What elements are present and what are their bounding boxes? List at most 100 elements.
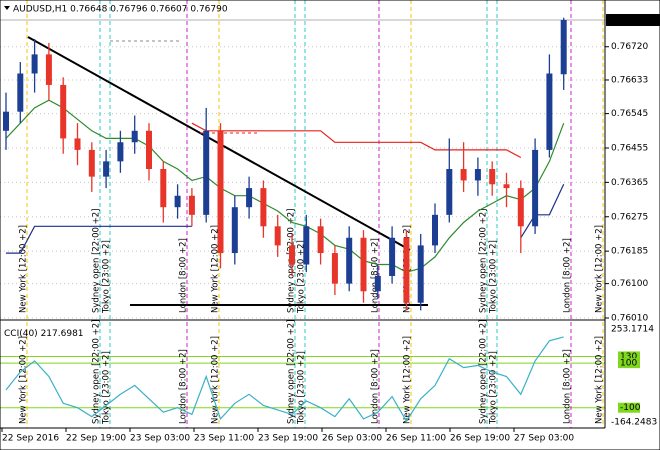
chart-title: AUDUSD,H1 0.76648 0.76796 0.76607 0.7679… bbox=[13, 5, 228, 15]
axes: 0.76720 0.76633 0.76545 0.76455 0.76365 0.762… bbox=[1, 14, 660, 444]
x-tick-label: 22 Sep 2016 bbox=[2, 434, 59, 444]
session-label: London [8:00 +2] bbox=[179, 238, 189, 313]
candle-body bbox=[503, 184, 510, 189]
candle-body bbox=[260, 188, 267, 227]
overlay-line bbox=[191, 122, 522, 159]
candle-body bbox=[146, 130, 152, 169]
candle-body bbox=[17, 73, 24, 112]
y-tick-label: 0.76455 bbox=[611, 143, 648, 153]
candle-body bbox=[317, 226, 324, 254]
session-label: Sydney open [22:00 +2] bbox=[479, 209, 489, 313]
indicator-name: CCI(40) bbox=[4, 329, 38, 339]
session-label: Sydney open [22:00 +2] bbox=[287, 320, 297, 424]
session-label: Tokyo [23:00 +2] bbox=[489, 351, 499, 425]
indicator-title: CCI(40) 217.6981 bbox=[4, 329, 84, 339]
session-label: New York [12:00 +2] bbox=[19, 336, 29, 424]
y-tick-label: 253.1714 bbox=[611, 324, 654, 334]
candle-body bbox=[331, 253, 338, 284]
y-tick-label: 0.76545 bbox=[611, 109, 648, 119]
candle-body bbox=[432, 214, 438, 246]
candle-body bbox=[474, 169, 481, 181]
candle-body bbox=[532, 149, 539, 227]
y-tick-label: 0.76365 bbox=[611, 178, 648, 188]
candle-body bbox=[560, 20, 567, 75]
session-label: New York [12:00 +2] bbox=[595, 336, 605, 424]
overlay-line bbox=[6, 225, 192, 254]
candle-body bbox=[188, 195, 195, 215]
session-label: Tokyo [23:00 +2] bbox=[297, 351, 307, 425]
x-tick-label: 22 Sep 19:00 bbox=[66, 434, 126, 444]
candle-body bbox=[389, 237, 396, 276]
y-tick-label: 0.76010 bbox=[611, 314, 648, 324]
candle-body bbox=[403, 237, 410, 303]
indicator-value: 217.6981 bbox=[41, 329, 84, 339]
y-tick-label: 0.76185 bbox=[611, 247, 648, 257]
x-tick-label: 23 Sep 19:00 bbox=[258, 434, 318, 444]
y-tick-label: -164.2483 bbox=[611, 418, 657, 428]
candle-body bbox=[374, 275, 381, 292]
candle-body bbox=[88, 149, 95, 177]
x-tick-label: 23 Sep 11:00 bbox=[194, 434, 254, 444]
session-label: London [8:00 +2] bbox=[371, 238, 381, 313]
candle-body bbox=[274, 226, 281, 246]
overlay-line bbox=[5, 99, 565, 273]
session-label: London [8:00 +2] bbox=[563, 238, 573, 313]
candle-body bbox=[45, 54, 52, 85]
candle-body bbox=[417, 245, 424, 303]
session-label: Tokyo [23:00 +2] bbox=[102, 351, 112, 425]
candle-body bbox=[303, 226, 310, 265]
candle-body bbox=[160, 169, 167, 208]
candle-body bbox=[231, 207, 238, 254]
session-label: Sydney open [22:00 +2] bbox=[92, 320, 102, 424]
y-tick-label: 0.76100 bbox=[611, 279, 648, 289]
level-box bbox=[618, 358, 640, 369]
candle-body bbox=[517, 188, 524, 227]
session-label: Tokyo [23:00 +2] bbox=[297, 240, 307, 314]
candle-body bbox=[60, 84, 67, 139]
candle-body bbox=[217, 130, 224, 254]
last-price-box bbox=[606, 14, 660, 26]
candle-body bbox=[360, 237, 367, 292]
session-label: Sydney open [22:00 +2] bbox=[479, 320, 489, 424]
level-box bbox=[618, 351, 640, 362]
level-label: 130 bbox=[620, 352, 637, 362]
session-label: Sydney open [22:00 +2] bbox=[92, 209, 102, 313]
candle-body bbox=[3, 111, 9, 131]
plot bbox=[3, 17, 567, 423]
overlay-line bbox=[520, 184, 565, 239]
level-label: -100 bbox=[620, 403, 641, 413]
session-label: New York [12:00 +2] bbox=[211, 336, 221, 424]
session-label: Tokyo [23:00 +2] bbox=[489, 240, 499, 314]
x-tick-label: 26 Sep 03:00 bbox=[322, 434, 382, 444]
candle-body bbox=[446, 169, 453, 215]
candle-body bbox=[131, 130, 138, 143]
candle-body bbox=[346, 237, 353, 284]
candle-body bbox=[117, 142, 124, 162]
x-tick-label: 27 Sep 03:00 bbox=[514, 434, 574, 444]
session-label: London [8:00 +2] bbox=[563, 349, 573, 424]
session-label: New York [12:00 +2] bbox=[595, 225, 605, 313]
candle-body bbox=[31, 54, 38, 74]
menu-triangle bbox=[4, 6, 10, 10]
candle-body bbox=[460, 169, 467, 181]
candle-body bbox=[289, 245, 295, 265]
grid bbox=[0, 19, 605, 409]
indicator-line bbox=[5, 336, 564, 423]
session-label: New York [12:00 +2] bbox=[211, 225, 221, 313]
candle-body bbox=[174, 195, 181, 208]
session-label: London [8:00 +2] bbox=[179, 349, 189, 424]
y-tick-label: 0.76633 bbox=[611, 75, 648, 85]
session-label: London [8:00 +2] bbox=[371, 349, 381, 424]
candle-body bbox=[546, 73, 553, 150]
x-tick-label: 23 Sep 03:00 bbox=[130, 434, 190, 444]
x-tick-label: 26 Sep 19:00 bbox=[450, 434, 510, 444]
session-label: New York [12:00 +2] bbox=[19, 225, 29, 313]
level-label: 100 bbox=[620, 359, 637, 369]
session-label: New York [12:00 +2] bbox=[403, 336, 413, 424]
x-tick-label: 26 Sep 11:00 bbox=[386, 434, 446, 444]
candle-body bbox=[489, 169, 496, 185]
session-label: Tokyo [23:00 +2] bbox=[102, 240, 112, 314]
level-box bbox=[618, 402, 640, 413]
candle-body bbox=[74, 138, 81, 150]
